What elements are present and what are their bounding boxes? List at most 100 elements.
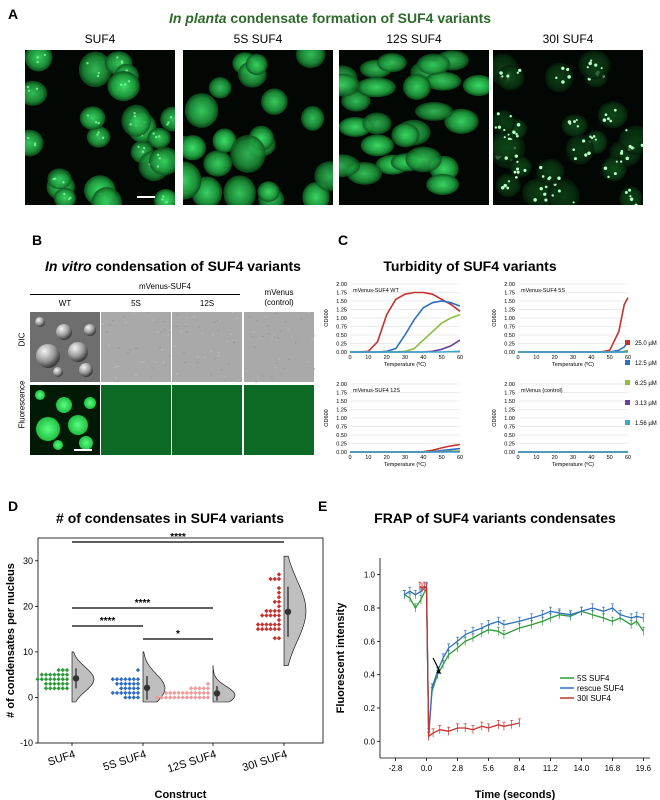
condensate-dot (507, 180, 511, 183)
condensate-dot (582, 139, 586, 143)
mean-point (213, 690, 221, 697)
condensate-dot (567, 75, 571, 79)
data-point (135, 686, 141, 691)
legend-swatch (625, 400, 630, 405)
data-point (276, 599, 282, 604)
dic-noise (275, 339, 278, 341)
data-point (193, 690, 198, 696)
dic-noise (160, 331, 163, 333)
condensate-dot (497, 125, 502, 129)
droplet (35, 317, 45, 327)
nucleus (462, 74, 489, 97)
y-axis-label: Fluorescent intensity (335, 602, 347, 714)
x-tick-label: 16.8 (605, 764, 621, 773)
x-tick-label: 0 (516, 355, 519, 361)
dic-noise (257, 377, 260, 379)
dic-noise (134, 374, 137, 376)
y-axis-label: OD600 (492, 409, 498, 426)
fluor-bg (101, 385, 171, 455)
dic-noise (253, 336, 256, 338)
data-point (276, 590, 282, 595)
data-point (60, 672, 65, 677)
condensate-dot (499, 71, 503, 75)
condensate-dot (63, 192, 66, 196)
dic-noise (196, 362, 199, 364)
x-tick-label: 50 (439, 455, 445, 461)
data-point (119, 690, 124, 696)
panel-d-letter: D (8, 498, 19, 514)
data-point (201, 695, 206, 700)
condensate-dot (67, 197, 71, 201)
dic-noise (227, 363, 230, 365)
series-line (518, 297, 629, 353)
data-point (60, 667, 65, 673)
condensate-dot (557, 189, 561, 193)
data-point (272, 599, 277, 604)
y-tick-label: 1.75 (336, 291, 347, 297)
micrograph-30i (493, 50, 643, 205)
x-tick-label: 40 (588, 355, 594, 361)
dic-noise (101, 323, 104, 325)
panel-b-group-line (30, 294, 240, 295)
dic-noise (152, 319, 155, 321)
dic-noise (147, 312, 150, 314)
dic-noise (255, 320, 258, 322)
data-point (131, 695, 136, 700)
nucleus (203, 150, 233, 177)
data-point (172, 690, 177, 696)
nucleus (25, 80, 48, 106)
condensate-dot (137, 145, 140, 149)
condensate-dot (516, 71, 519, 74)
dic-noise (159, 347, 162, 349)
dic-noise (307, 361, 310, 363)
condensate-dot (116, 56, 119, 59)
dic-noise (255, 381, 258, 383)
fluor-droplet (53, 440, 63, 450)
legend-label: 5S SUF4 (577, 674, 610, 683)
dic-noise (274, 312, 277, 314)
data-point (276, 604, 282, 609)
condensate-dot (586, 66, 589, 69)
dic-noise (156, 331, 159, 333)
nucleus (314, 161, 333, 192)
data-point (276, 608, 282, 614)
y-tick-label: 0.2 (364, 704, 376, 713)
dic-noise (230, 333, 233, 335)
x-tick-label: SUF4 (46, 748, 76, 768)
nucleus (339, 73, 360, 97)
condensate-dot (152, 132, 155, 135)
dic-noise (212, 334, 215, 336)
data-point (127, 690, 132, 696)
dic-noise (210, 350, 213, 352)
data-point (189, 695, 194, 700)
dic-noise (268, 333, 271, 335)
y-tick-label: 1.25 (504, 408, 515, 414)
panel-b-col-12s: 12S (199, 299, 215, 308)
x-tick-label: 19.6 (636, 764, 652, 773)
data-point (176, 695, 181, 700)
y-tick-label: 1.50 (504, 299, 515, 305)
dic-noise (172, 325, 175, 327)
data-point (276, 622, 282, 627)
dic-noise (162, 361, 165, 363)
data-point (48, 672, 53, 677)
condensate-dot (142, 146, 146, 150)
data-point (114, 690, 120, 696)
significance-label: **** (100, 616, 116, 627)
dic-noise (226, 340, 229, 342)
dic-noise (252, 331, 255, 333)
nucleus (601, 156, 627, 182)
panel-b-group-label: mVenus-SUF4 (138, 282, 192, 291)
y-tick-label: 1.25 (504, 308, 515, 314)
condensate-dot (604, 113, 608, 117)
data-point (135, 677, 141, 682)
condensate-dot (573, 157, 577, 161)
data-point (110, 677, 115, 682)
condensate-dot (27, 136, 30, 140)
col-label-12s: 12S SUF4 (386, 32, 442, 46)
col-label-30i: 30I SUF4 (542, 32, 594, 46)
data-point (64, 677, 70, 682)
y-tick-label: 1.00 (336, 416, 347, 422)
condensate-dot (101, 136, 105, 140)
data-point (264, 626, 269, 632)
